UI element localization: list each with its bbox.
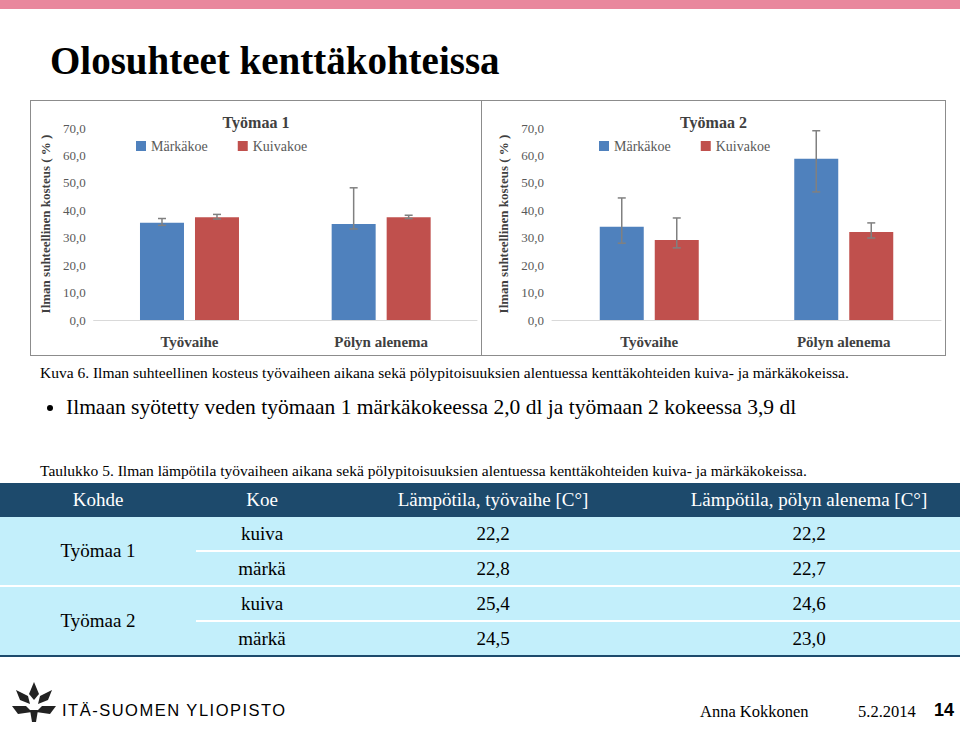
html-text:märkä: märkä [238,627,286,649]
html-text:Kohde: Kohde [72,489,124,510]
svg-text:Työvaihe: Työvaihe [160,334,218,350]
svg-text:Työvaihe: Työvaihe [620,334,678,350]
html-text:kuiva: kuiva [240,592,284,614]
html-text:25,4: 25,4 [476,592,510,614]
html-text:5.2.2014: 5.2.2014 [858,702,916,721]
html-text:14: 14 [934,700,954,720]
svg-text:10,0: 10,0 [521,285,544,300]
html-text:märkä: märkä [238,557,286,579]
html-text:Ilmaan syötetty veden työmaan: Ilmaan syötetty veden työmaan 1 märkäkok… [66,395,797,419]
svg-text:30,0: 30,0 [521,230,544,245]
svg-text:Ilman suhteellinen kosteus ( %: Ilman suhteellinen kosteus ( % ) [496,135,511,314]
svg-text:40,0: 40,0 [63,203,86,218]
svg-text:Pölyn alenema: Pölyn alenema [334,334,428,350]
svg-text:Kuivakoe: Kuivakoe [716,139,770,154]
svg-text:Märkäkoe: Märkäkoe [614,139,671,154]
svg-text:60,0: 60,0 [63,148,86,163]
svg-text:Kuivakoe: Kuivakoe [253,139,307,154]
html-text:Lämpötila, työvaihe [C°]: Lämpötila, työvaihe [C°] [397,489,589,510]
svg-text:Ilman suhteellinen kosteus ( %: Ilman suhteellinen kosteus ( % ) [38,135,53,314]
html-text:22,8: 22,8 [476,557,510,579]
html-text:ITÄ-SUOMEN YLIOPISTO: ITÄ-SUOMEN YLIOPISTO [62,701,287,719]
html-text:22,7: 22,7 [792,557,826,579]
svg-text:Märkäkoe: Märkäkoe [151,139,208,154]
html-text:Taulukko 5. Ilman lämpötila ty: Taulukko 5. Ilman lämpötila työvaiheen a… [40,462,807,479]
svg-text:Työmaa 1: Työmaa 1 [223,114,290,132]
svg-text:70,0: 70,0 [521,121,544,136]
svg-text:20,0: 20,0 [521,258,544,273]
html-text:24,5: 24,5 [476,627,510,649]
svg-text:0,0: 0,0 [69,313,85,328]
svg-text:50,0: 50,0 [521,175,544,190]
html-text:23,0: 23,0 [792,627,826,649]
svg-text:Työmaa 2: Työmaa 2 [680,114,747,132]
html-text:Työmaa 2: Työmaa 2 [60,610,136,631]
svg-text:Pölyn alenema: Pölyn alenema [797,334,891,350]
svg-text:70,0: 70,0 [63,121,86,136]
svg-text:60,0: 60,0 [521,148,544,163]
svg-text:0,0: 0,0 [528,313,544,328]
html-text:Lämpötila, pölyn alenema [C°]: Lämpötila, pölyn alenema [C°] [690,489,928,510]
html-text:Kuva 6. Ilman suhteellinen kos: Kuva 6. Ilman suhteellinen kosteus työva… [40,364,849,381]
svg-text:30,0: 30,0 [63,230,86,245]
svg-text:40,0: 40,0 [521,203,544,218]
html-text:22,2: 22,2 [792,522,826,544]
html-text:24,6: 24,6 [792,592,826,614]
html-text:kuiva: kuiva [240,522,284,544]
html-text:Työmaa 1: Työmaa 1 [60,540,136,561]
html-text:22,2: 22,2 [476,522,510,544]
html-text:Olosuhteet kenttäkohteissa: Olosuhteet kenttäkohteissa [50,39,500,82]
svg-text:10,0: 10,0 [63,285,86,300]
html-text:Anna Kokkonen: Anna Kokkonen [700,702,809,721]
html-text:Koe: Koe [246,489,278,510]
svg-text:20,0: 20,0 [63,258,86,273]
svg-text:50,0: 50,0 [63,175,86,190]
